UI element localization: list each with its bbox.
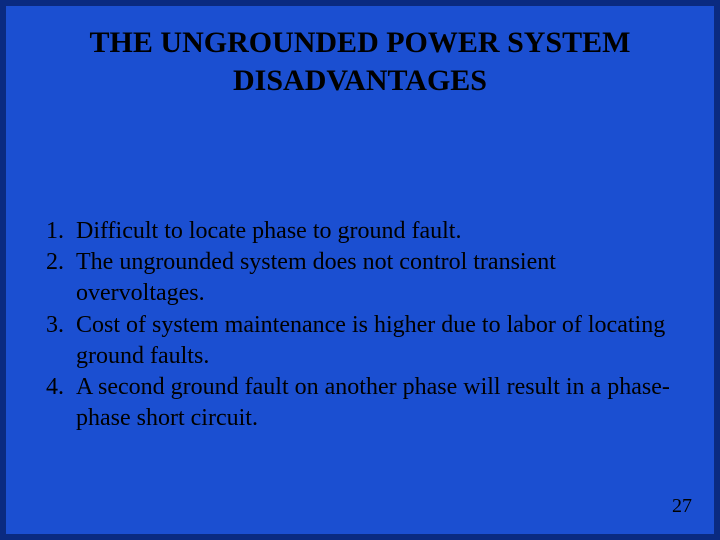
title-line-2: DISADVANTAGES <box>233 64 487 97</box>
title-line-1: THE UNGROUNDED POWER SYSTEM <box>90 26 631 59</box>
page-number: 27 <box>672 495 692 518</box>
list-item: Cost of system maintenance is higher due… <box>70 310 684 372</box>
disadvantages-list: Difficult to locate phase to ground faul… <box>26 216 684 434</box>
list-item: Difficult to locate phase to ground faul… <box>70 216 684 247</box>
list-item: The ungrounded system does not control t… <box>70 247 684 309</box>
list-item: A second ground fault on another phase w… <box>70 372 684 434</box>
slide: THE UNGROUNDED POWER SYSTEM DISADVANTAGE… <box>0 0 720 540</box>
slide-title: THE UNGROUNDED POWER SYSTEM DISADVANTAGE… <box>6 6 714 99</box>
